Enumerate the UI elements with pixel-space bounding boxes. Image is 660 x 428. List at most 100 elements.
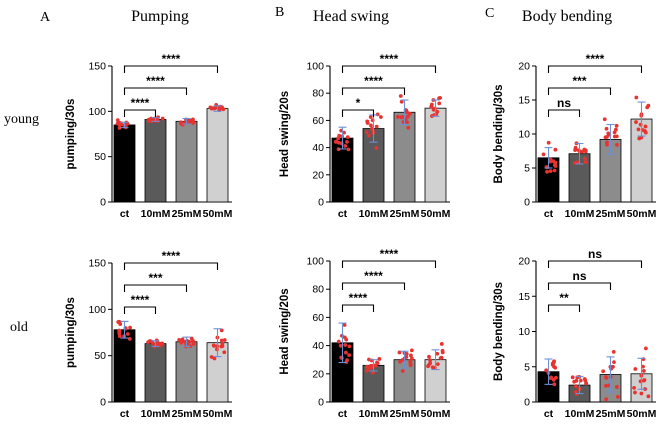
category-label: ct	[544, 408, 554, 420]
data-point	[375, 360, 379, 365]
significance-label: ****	[162, 249, 181, 263]
data-point	[371, 370, 375, 375]
data-point	[146, 117, 151, 122]
category-label: 10mM	[359, 208, 389, 220]
data-point	[146, 340, 151, 345]
data-point	[127, 337, 132, 341]
data-point	[605, 135, 609, 139]
y-tick-label: 20	[518, 61, 530, 73]
significance-label: *	[356, 96, 361, 110]
data-point	[637, 136, 642, 141]
data-point	[209, 355, 214, 359]
data-point	[439, 342, 444, 346]
panel-letter-a: A	[40, 10, 51, 25]
category-label: 25mM	[390, 208, 420, 220]
data-point	[633, 367, 638, 371]
y-tick-label: 50	[94, 350, 106, 362]
data-point	[433, 106, 437, 111]
data-point	[602, 117, 607, 122]
y-tick-label: 80	[312, 284, 324, 296]
bar-10mm	[144, 343, 167, 403]
data-point	[339, 333, 344, 338]
data-point	[435, 362, 440, 367]
data-point	[377, 357, 382, 361]
y-tick-label: 40	[312, 142, 324, 154]
y-tick-label: 100	[88, 106, 106, 118]
data-point	[552, 382, 557, 387]
category-label: 10mM	[141, 408, 171, 420]
data-point	[639, 391, 644, 396]
data-point	[548, 169, 553, 173]
data-point	[435, 351, 440, 356]
data-point	[150, 341, 155, 345]
bar-25mm	[393, 111, 416, 203]
data-point	[641, 364, 645, 369]
data-point	[613, 127, 618, 132]
y-tick-label: 20	[518, 256, 530, 268]
data-point	[582, 156, 587, 161]
data-point	[396, 115, 400, 119]
data-point	[219, 328, 224, 333]
category-label: 10mM	[565, 408, 595, 420]
y-tick-label: 40	[312, 340, 324, 352]
data-point	[212, 343, 216, 348]
significance-bracket	[341, 304, 375, 312]
data-point	[364, 364, 369, 369]
data-point	[375, 112, 380, 117]
data-point	[574, 384, 578, 389]
data-point	[125, 332, 130, 336]
data-point	[643, 130, 648, 135]
data-point	[612, 360, 616, 364]
y-tick-label: 80	[312, 88, 324, 100]
category-label: ct	[120, 208, 130, 220]
significance-label: ****	[364, 74, 383, 88]
data-point	[179, 340, 184, 345]
data-point	[342, 335, 347, 340]
data-point	[541, 152, 546, 157]
data-point	[583, 149, 588, 154]
data-point	[611, 349, 616, 354]
data-point	[409, 353, 413, 358]
data-point	[601, 369, 606, 374]
data-point	[642, 378, 646, 383]
data-point	[552, 168, 557, 173]
chart-panel-a-young: 0 50 100 150 pumping/30s ct 10mM 25mM 50mM **** **…	[65, 52, 233, 220]
category-label: 25mM	[172, 408, 202, 420]
data-point	[336, 136, 341, 141]
data-point	[405, 114, 410, 119]
y-tick-label: 10	[518, 129, 530, 141]
significance-bracket	[123, 306, 157, 314]
data-point	[583, 378, 588, 383]
significance-bracket	[123, 65, 219, 73]
data-point	[400, 369, 405, 373]
significance-label: ****	[349, 291, 368, 305]
category-label: 25mM	[596, 408, 626, 420]
y-tick-label: 0	[100, 197, 106, 209]
y-tick-label: 0	[318, 397, 324, 409]
data-point	[180, 122, 185, 127]
data-point	[409, 348, 414, 353]
data-point	[342, 323, 347, 327]
y-axis-title: Body bending/30s	[493, 84, 505, 183]
data-point	[338, 343, 343, 348]
panel-letter-b: B	[275, 5, 284, 20]
bar-10mm	[144, 119, 167, 203]
y-tick-label: 0	[100, 397, 106, 409]
data-point	[427, 354, 431, 359]
data-point	[342, 130, 346, 135]
data-point	[646, 394, 651, 399]
significance-bracket	[341, 282, 406, 290]
significance-bracket	[547, 282, 612, 290]
bar-ct	[113, 329, 136, 403]
data-point	[398, 94, 403, 98]
data-point	[545, 169, 549, 174]
data-point	[634, 120, 638, 124]
y-tick-label: 150	[88, 61, 106, 73]
significance-label: ****	[146, 74, 165, 88]
y-tick-label: 150	[88, 258, 106, 270]
data-point	[366, 133, 371, 138]
y-tick-label: 50	[94, 151, 106, 163]
y-axis-title: Head swing/20s	[279, 288, 291, 374]
data-point	[576, 148, 581, 153]
y-tick-label: 5	[524, 163, 530, 175]
